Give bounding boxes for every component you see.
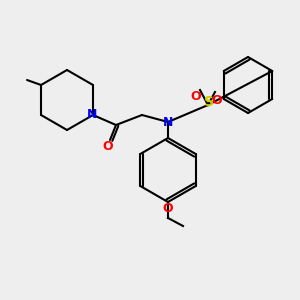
Text: S: S xyxy=(204,95,214,109)
Text: O: O xyxy=(212,94,222,106)
Text: N: N xyxy=(87,109,97,122)
Text: O: O xyxy=(103,140,113,152)
Text: N: N xyxy=(163,116,173,128)
Text: O: O xyxy=(163,202,173,215)
Text: O: O xyxy=(191,89,201,103)
